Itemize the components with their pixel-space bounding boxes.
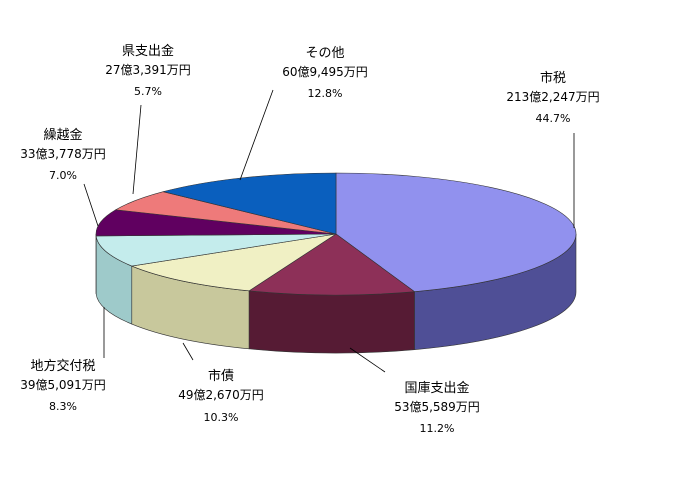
pie-slice-kokko [248,233,416,296]
leader-line-kenshishutsu [132,104,142,195]
slice-label-amount: 53億5,589万円 [394,400,480,414]
leader-line-kokko [349,347,386,373]
leader-line-kurikoshi [83,183,99,227]
slice-labels: 市税 213億2,247万円 44.7% 国庫支出金 53億5,589万円 11… [20,43,599,435]
label-group-shizei: 市税 213億2,247万円 44.7% [506,70,599,125]
slice-label-percent: 44.7% [536,112,571,125]
leader-line-shisai [182,342,194,361]
pie-sides [95,233,577,354]
leader-lines [83,89,575,373]
slice-label-name: 県支出金 [122,43,174,59]
label-group-kenshishutsu: 県支出金 27億3,391万円 5.7% [105,43,191,98]
label-group-chihokofu: 地方交付税 39億5,091万円 8.3% [20,358,106,413]
slice-label-name: 市債 [208,368,234,384]
slice-label-percent: 12.8% [308,87,343,100]
pie-slice-chihokofu [95,233,337,267]
slice-label-amount: 213億2,247万円 [506,90,599,104]
slice-label-percent: 7.0% [49,169,77,182]
slice-label-amount: 27億3,391万円 [105,63,191,77]
pie-slice-shisai [130,233,337,292]
slice-label-amount: 39億5,091万円 [20,378,106,392]
slice-label-name: 地方交付税 [30,358,95,374]
pie-slice-sonota [163,172,337,235]
slice-label-name: 市税 [540,70,566,86]
slice-label-name: 繰越金 [43,127,82,143]
label-group-kurikoshi: 繰越金 33億3,778万円 7.0% [20,127,106,182]
slice-label-amount: 49億2,670万円 [178,388,264,402]
label-group-sonota: その他 60億9,495万円 12.8% [282,46,368,100]
slice-label-name: その他 [305,46,344,61]
label-group-shisai: 市債 49億2,670万円 10.3% [178,368,264,424]
pie-slice-shizei [335,172,577,292]
slice-label-percent: 10.3% [204,411,239,424]
slice-label-percent: 5.7% [134,85,162,98]
leader-line-sonota [239,89,274,181]
slice-label-percent: 11.2% [420,422,455,435]
slice-label-name: 国庫支出金 [404,380,469,396]
pie-slice-kurikoshi [95,209,337,237]
slice-label-amount: 60億9,495万円 [282,65,368,79]
slice-label-amount: 33億3,778万円 [20,147,106,161]
slice-label-percent: 8.3% [49,400,77,413]
pie-tops [95,172,577,296]
label-group-kokko: 国庫支出金 53億5,589万円 11.2% [394,380,480,435]
pie-side-kokko [248,290,415,354]
